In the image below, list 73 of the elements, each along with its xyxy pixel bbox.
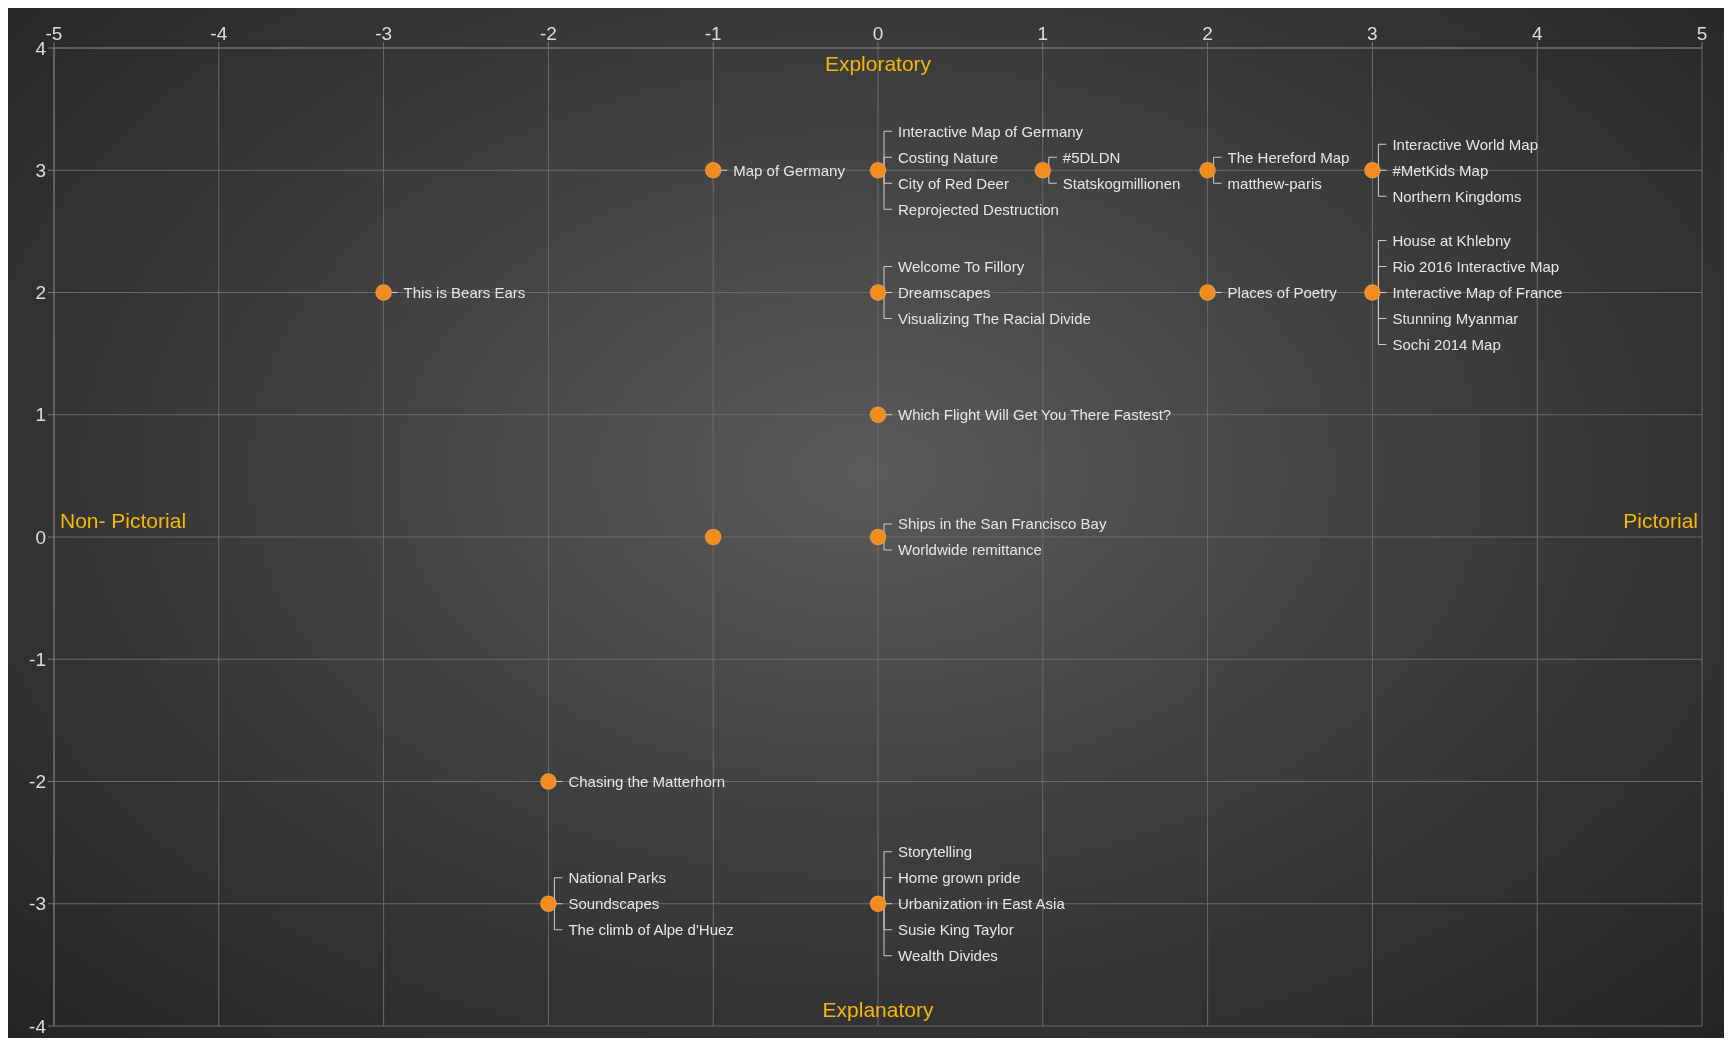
x-tick-label: -2 bbox=[539, 23, 557, 44]
x-tick-label: -4 bbox=[210, 23, 228, 44]
point bbox=[1363, 284, 1381, 301]
point bbox=[869, 895, 887, 913]
point bbox=[1199, 284, 1217, 301]
point bbox=[539, 773, 557, 790]
annotation: Northern Kingdoms bbox=[1392, 187, 1522, 205]
annotation: Soundscapes bbox=[568, 895, 660, 912]
x-tick-label: 5 bbox=[1696, 23, 1708, 44]
y-tick-label: 0 bbox=[35, 526, 46, 548]
y-tick-label: 4 bbox=[35, 37, 47, 59]
annotation: Map of Germany bbox=[733, 161, 846, 179]
annotation: The Hereford Map bbox=[1227, 148, 1350, 166]
x-tick-label: 0 bbox=[872, 23, 884, 44]
x-tick-label: 4 bbox=[1531, 23, 1543, 44]
annotation: Wealth Divides bbox=[898, 947, 998, 964]
annotation: Storytelling bbox=[898, 843, 973, 860]
point bbox=[1363, 161, 1381, 179]
annotation: #MetKids Map bbox=[1392, 161, 1489, 179]
annotation: Reprojected Destruction bbox=[898, 200, 1059, 218]
annotation: Explanatory bbox=[822, 998, 934, 1022]
point bbox=[869, 528, 887, 546]
annotation: Sochi 2014 Map bbox=[1392, 335, 1501, 353]
y-tick-label: 3 bbox=[35, 159, 46, 181]
annotation: House at Khlebny bbox=[1392, 231, 1512, 249]
annotation: Susie King Taylor bbox=[898, 921, 1014, 938]
x-tick-label: 2 bbox=[1202, 23, 1213, 44]
x-tick-label: 3 bbox=[1367, 23, 1378, 44]
annotation: Rio 2016 Interactive Map bbox=[1392, 257, 1560, 275]
y-tick-label: -2 bbox=[29, 771, 46, 793]
annotation: Ships in the San Francisco Bay bbox=[898, 515, 1107, 533]
point bbox=[375, 284, 393, 301]
annotation: Visualizing The Racial Divide bbox=[898, 309, 1091, 327]
annotation: This is Bears Ears bbox=[403, 283, 526, 301]
annotation: The climb of Alpe d'Huez bbox=[568, 921, 734, 938]
annotation: Statskogmillionen bbox=[1062, 174, 1181, 192]
annotation: Exploratory bbox=[824, 52, 932, 76]
x-tick-label: 1 bbox=[1037, 23, 1049, 44]
point bbox=[704, 161, 722, 179]
x-tick-label: -5 bbox=[45, 23, 63, 44]
point bbox=[869, 406, 887, 424]
annotation: Interactive Map of France bbox=[1392, 283, 1563, 301]
annotation: Welcome To Fillory bbox=[898, 257, 1025, 275]
x-tick-label: -3 bbox=[375, 23, 393, 44]
annotation: Which Flight Will Get You There Fastest? bbox=[898, 406, 1172, 423]
annotation: Non- Pictorial bbox=[60, 509, 187, 533]
point bbox=[869, 284, 887, 301]
annotation: matthew-paris bbox=[1227, 174, 1322, 192]
annotation: Home grown pride bbox=[898, 869, 1021, 886]
annotation: Chasing the Matterhorn bbox=[568, 772, 726, 790]
annotation: National Parks bbox=[568, 869, 666, 886]
annotation: Urbanization in East Asia bbox=[898, 895, 1066, 912]
annotation: Places of Poetry bbox=[1227, 283, 1338, 301]
annotation: Costing Nature bbox=[898, 148, 999, 166]
annotation: Stunning Myanmar bbox=[1392, 309, 1519, 327]
point bbox=[1199, 161, 1217, 179]
y-tick-label: -3 bbox=[29, 893, 46, 915]
annotation: Dreamscapes bbox=[898, 283, 991, 301]
annotation: Interactive Map of Germany bbox=[898, 122, 1084, 140]
point bbox=[704, 528, 722, 546]
annotation: #5DLDN bbox=[1062, 148, 1121, 166]
y-tick-label: -1 bbox=[29, 648, 46, 670]
annotation: City of Red Deer bbox=[898, 174, 1009, 192]
point bbox=[869, 161, 887, 179]
annotation: Worldwide remittance bbox=[898, 541, 1042, 559]
y-tick-label: -4 bbox=[29, 1015, 47, 1037]
point bbox=[539, 895, 557, 913]
annotation: Interactive World Map bbox=[1392, 135, 1539, 153]
y-tick-label: 2 bbox=[35, 282, 46, 304]
annotation: Pictorial bbox=[1623, 509, 1698, 533]
point bbox=[1034, 161, 1052, 179]
y-tick-label: 1 bbox=[35, 404, 46, 426]
x-tick-label: -1 bbox=[704, 23, 722, 44]
